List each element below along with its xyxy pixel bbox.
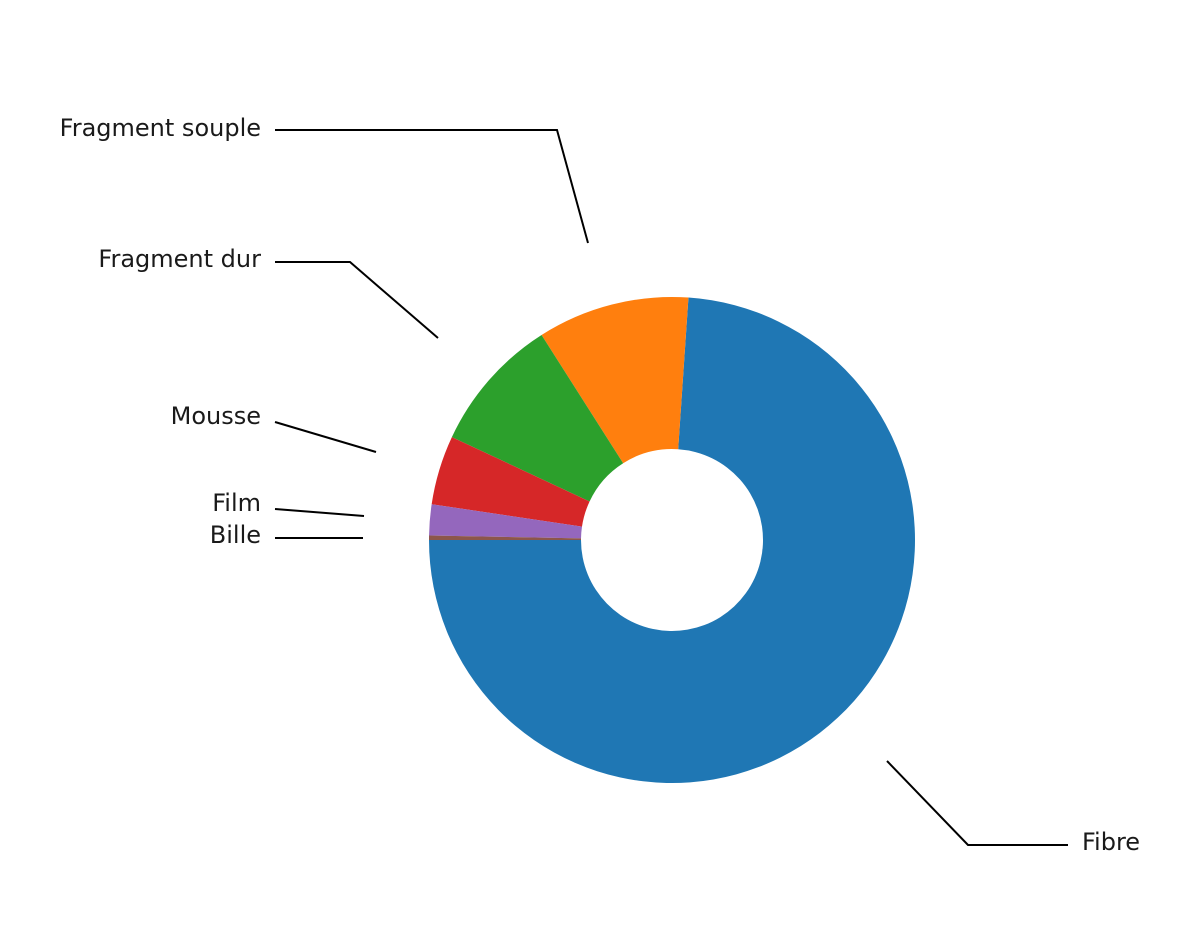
label-mousse: Mousse: [171, 402, 261, 430]
slice-bille: [429, 535, 582, 540]
slice-fibre: [429, 297, 915, 784]
leader-line-mousse: [274, 421, 377, 453]
labels-group: Fibre Fragment souple Fragment dur Mousse Fi…: [60, 114, 1140, 856]
label-fragment-souple: Fragment souple: [60, 114, 261, 142]
label-fragment-dur: Fragment dur: [98, 245, 261, 273]
slice-film: [429, 504, 582, 539]
leader-lines-group: [274, 129, 1068, 846]
label-fibre: Fibre: [1082, 828, 1140, 856]
slices-group: [429, 297, 915, 784]
slice-mousse: [431, 437, 590, 527]
leader-line-fragment-dur: [275, 261, 439, 339]
slice-fragment-souple: [541, 297, 689, 464]
slice-fragment-dur: [451, 334, 624, 502]
leader-line-fibre: [886, 760, 1068, 846]
label-film: Film: [212, 489, 261, 517]
leader-line-film: [274, 508, 365, 517]
label-bille: Bille: [210, 521, 261, 549]
leader-line-fragment-souple: [275, 129, 589, 244]
